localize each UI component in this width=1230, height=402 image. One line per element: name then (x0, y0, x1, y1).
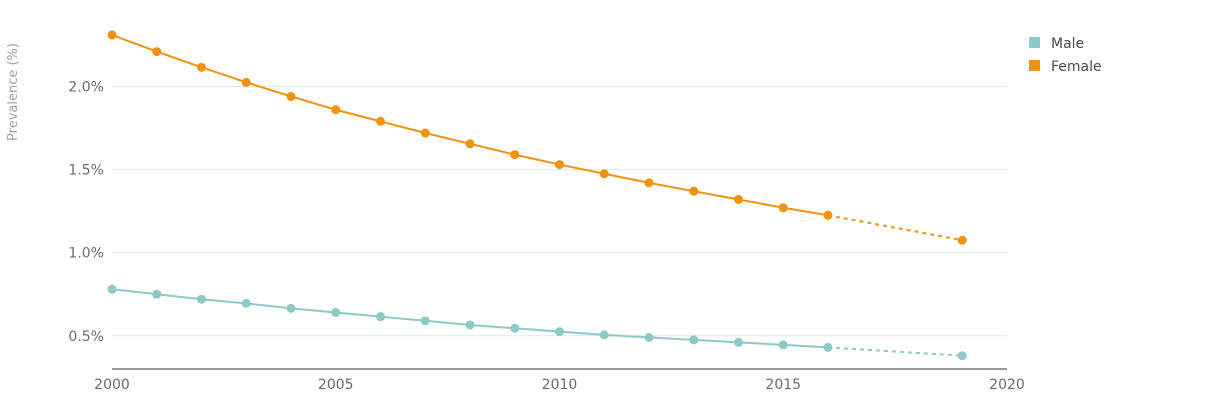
data-point-male (734, 337, 743, 347)
data-point-male (286, 303, 296, 313)
legend-swatch-male (1029, 37, 1040, 48)
data-point-male (778, 340, 788, 350)
data-point-female (465, 139, 475, 149)
data-point-female (555, 160, 564, 170)
series-male (107, 284, 967, 361)
data-point-female (197, 62, 206, 72)
series-layer (107, 30, 967, 361)
legend: Male Female (1029, 36, 1102, 75)
legend-label-female: Female (1051, 59, 1102, 75)
series-line-male (111, 288, 829, 349)
data-point-female (823, 210, 833, 220)
x-tick-label: 2010 (542, 377, 578, 393)
data-point-female (778, 203, 788, 213)
x-tick-label: 2000 (94, 377, 130, 393)
x-axis-ticks: 2000 2005 2010 2015 2020 (94, 377, 1025, 393)
projected-point-male (957, 351, 967, 361)
data-point-male (241, 298, 251, 308)
data-point-female (331, 105, 341, 115)
y-axis-ticks: 0.5% 1.0% 1.5% 2.0% (68, 79, 104, 344)
x-tick-label: 2015 (765, 377, 801, 393)
data-point-male (599, 330, 609, 340)
data-point-male (510, 323, 520, 333)
y-tick-label: 1.0% (68, 246, 104, 262)
data-point-male (465, 320, 475, 330)
data-point-female (286, 91, 296, 101)
data-point-male (331, 307, 341, 317)
series-line-female (111, 34, 829, 217)
data-point-male (555, 327, 564, 337)
data-point-female (241, 77, 251, 87)
y-tick-label: 1.5% (68, 163, 104, 179)
data-point-male (376, 312, 385, 322)
data-point-female (420, 128, 430, 138)
data-point-female (599, 169, 609, 179)
grid-lines (112, 85, 1007, 337)
data-point-female (107, 30, 117, 40)
y-tick-label: 2.0% (68, 79, 104, 95)
y-axis-label: Prevalence (%) (6, 43, 21, 141)
projected-point-female (957, 235, 967, 245)
data-point-male (689, 335, 699, 345)
data-point-male (152, 289, 162, 299)
data-point-female (510, 150, 520, 160)
data-point-female (644, 178, 654, 188)
x-tick-label: 2005 (318, 377, 354, 393)
data-point-female (376, 116, 385, 126)
data-point-female (734, 194, 743, 204)
series-female (107, 30, 967, 245)
data-point-female (152, 47, 162, 57)
x-tick-label: 2020 (989, 377, 1025, 393)
data-point-male (107, 284, 117, 294)
projection-line-female (827, 214, 963, 242)
data-point-male (197, 294, 206, 304)
data-point-female (689, 186, 699, 196)
projection-line-male (827, 346, 963, 357)
y-tick-label: 0.5% (68, 329, 104, 345)
legend-swatch-female (1029, 60, 1040, 71)
data-point-male (823, 342, 833, 352)
data-point-male (420, 316, 430, 326)
legend-label-male: Male (1051, 36, 1084, 52)
data-point-male (644, 332, 654, 342)
